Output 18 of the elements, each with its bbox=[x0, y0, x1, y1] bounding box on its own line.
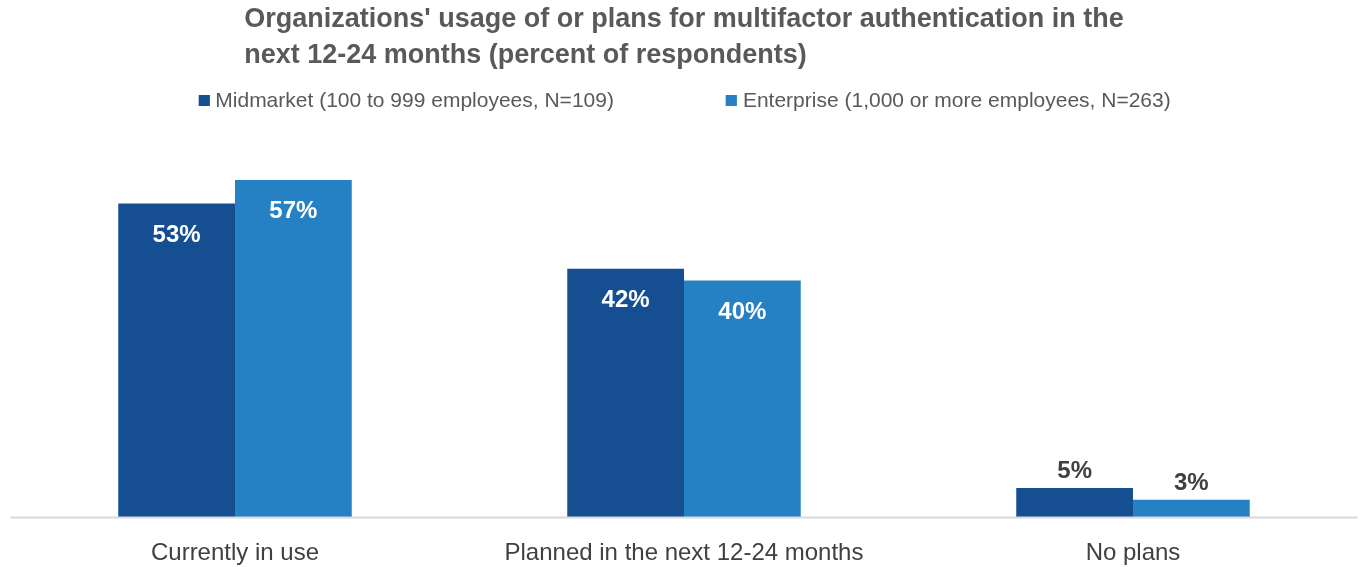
x-tick-label: Planned in the next 12-24 months bbox=[504, 537, 864, 565]
bar bbox=[1016, 487, 1133, 518]
data-label: 3% bbox=[1174, 467, 1209, 495]
bar bbox=[118, 203, 235, 518]
data-label: 40% bbox=[718, 296, 767, 324]
x-tick-label: Currently in use bbox=[150, 537, 320, 565]
data-label: 53% bbox=[152, 219, 201, 247]
legend-label: Midmarket (100 to 999 employees, N=109) bbox=[215, 88, 614, 112]
bar bbox=[235, 179, 352, 518]
bar bbox=[1133, 499, 1250, 518]
chart-title: Organizations' usage of or plans for multifactor authentication in the next 12-24 months (percent of respondents) bbox=[244, 2, 1124, 69]
legend-label: Enterprise (1,000 or more employees, N=263) bbox=[742, 88, 1171, 112]
data-label: 5% bbox=[1057, 455, 1092, 483]
data-label: 42% bbox=[601, 284, 650, 312]
bar bbox=[567, 268, 684, 518]
data-label: 57% bbox=[269, 195, 318, 223]
bar bbox=[684, 280, 801, 518]
x-tick-label: No plans bbox=[1085, 537, 1181, 565]
